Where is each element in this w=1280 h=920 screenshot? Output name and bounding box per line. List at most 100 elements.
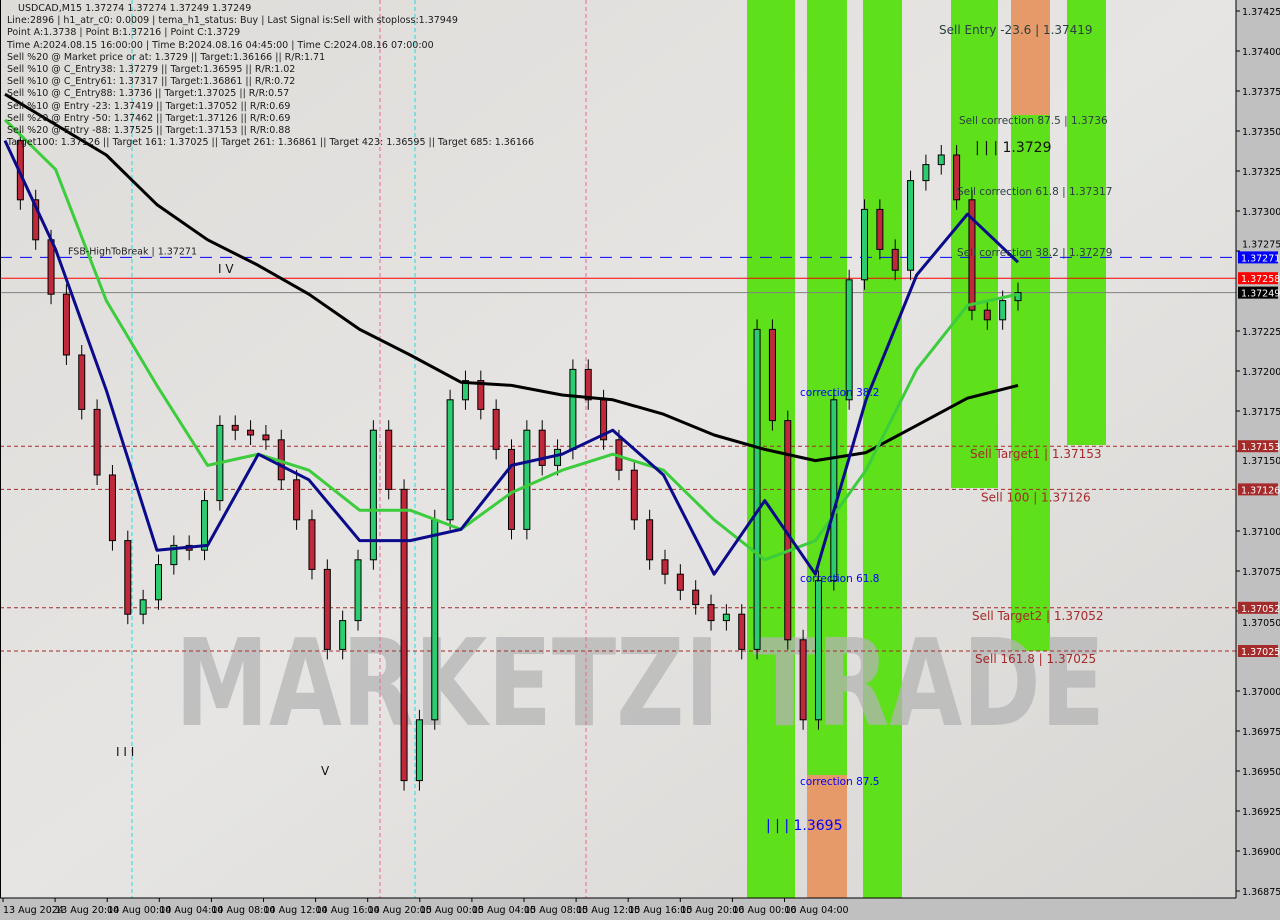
candle-body <box>400 488 408 782</box>
price-badge-label: 1.37052 <box>1241 604 1280 615</box>
y-tick-label: 1.37375 <box>1242 87 1280 98</box>
y-tick-label: 1.36875 <box>1242 887 1280 898</box>
candle-body <box>461 380 469 401</box>
y-tick-label: 1.37100 <box>1242 527 1280 538</box>
info-line: Time A:2024.08.15 16:00:00 | Time B:2024… <box>7 39 434 51</box>
candle-body <box>62 293 70 356</box>
candle-body <box>492 408 500 450</box>
correction-382-label: correction 38.2 <box>800 387 879 399</box>
candle-body <box>738 613 746 650</box>
candle-body <box>139 599 147 615</box>
y-tick-label: 1.37225 <box>1242 327 1280 338</box>
x-tick-label: 15 Aug 00:00 <box>420 905 484 916</box>
y-ticks: 1.37425 1.37400 1.37375 1.37350 1.37325 1.373… <box>1236 7 1280 898</box>
candle-body <box>201 500 209 551</box>
correction-618-label: correction 61.8 <box>800 573 879 585</box>
level-label: Sell 100 | 1.37126 <box>981 490 1091 504</box>
buy-zone <box>807 0 847 775</box>
sell-correction-382-label: Sell correction 38.2 | 1.37279 <box>957 247 1112 259</box>
candle-body <box>446 399 454 521</box>
zones <box>747 0 1106 898</box>
y-tick-label: 1.36950 <box>1242 767 1280 778</box>
price-badge <box>1238 286 1278 299</box>
candle-body <box>676 573 684 591</box>
x-tick-label: 15 Aug 12:00 <box>576 905 640 916</box>
candle-body <box>523 429 531 530</box>
session-separators <box>131 0 587 898</box>
info-line: Sell %10 @ C_Entry88: 1.3736 || Target:1… <box>7 88 290 100</box>
y-tick-label: 1.37300 <box>1242 207 1280 218</box>
price-levels <box>0 256 1236 652</box>
candle-body <box>354 559 362 622</box>
watermark-logo: MARKETZI TRADE <box>175 615 1105 754</box>
candle-body <box>661 559 669 575</box>
info-line: Sell %20 @ Entry -88: 1.37525 || Target:… <box>7 125 291 137</box>
y-tick-label: 1.37200 <box>1242 367 1280 378</box>
candle-body <box>293 479 301 521</box>
info-line: Sell %10 @ Entry -23: 1.37419 || Target:… <box>7 100 291 112</box>
candle-body <box>431 519 439 721</box>
info-line: Line:2896 | h1_atr_c0: 0.0009 | tema_h1_… <box>7 15 458 27</box>
price-axis[interactable] <box>1236 0 1280 920</box>
candle-body <box>308 519 316 570</box>
candle-body <box>554 448 562 466</box>
y-tick-label: 1.36975 <box>1242 727 1280 738</box>
candle-body <box>692 589 700 606</box>
candle-body <box>385 429 393 490</box>
wave-v-label: V <box>321 764 330 778</box>
y-tick-label: 1.37050 <box>1242 618 1280 629</box>
point-b-label: | | | 1.3695 <box>766 818 843 834</box>
candle-body <box>799 639 807 721</box>
level-label: Sell Target2 | 1.37052 <box>972 609 1104 623</box>
candle-body <box>569 368 577 450</box>
y-tick-label: 1.36900 <box>1242 847 1280 858</box>
info-panel: USDCAD,M15 1.37274 1.37274 1.37249 1.372… <box>7 3 534 149</box>
point-c-label: | | | 1.3729 <box>975 140 1052 156</box>
candle-body <box>584 368 592 401</box>
price-badge <box>1238 440 1278 453</box>
candle-body <box>124 540 132 615</box>
candle-body <box>415 719 423 782</box>
x-tick-label: 13 Aug 20:00 <box>55 905 119 916</box>
sell-entry-label: Sell Entry -23.6 | 1.37419 <box>939 23 1093 37</box>
price-badge-label: 1.37126 <box>1241 485 1280 496</box>
candle-body <box>93 408 101 476</box>
candle-body <box>845 279 853 401</box>
x-tick-label: 13 Aug 2024 <box>3 905 64 916</box>
info-line: Point A:1.3738 | Point B:1.37216 | Point… <box>7 27 241 39</box>
price-badge-label: 1.37153 <box>1241 442 1280 453</box>
time-axis[interactable] <box>0 898 1280 920</box>
candle-body <box>953 154 961 201</box>
level-label: Sell 161.8 | 1.37025 <box>975 652 1096 666</box>
candle-body <box>339 620 347 650</box>
candle-body <box>922 164 930 182</box>
candle-body <box>78 354 86 410</box>
info-line: Sell %10 @ C_Entry61: 1.37317 || Target:… <box>7 76 296 88</box>
x-tick-label: 16 Aug 00:00 <box>732 905 796 916</box>
level-label: Sell Target1 | 1.37153 <box>970 447 1102 461</box>
moving-averages <box>3 92 1020 576</box>
wave-iv-label: I V <box>218 262 234 276</box>
candle-body <box>707 604 715 622</box>
y-tick-label: 1.37275 <box>1242 239 1280 250</box>
candle-body <box>830 399 838 582</box>
info-line: Sell %20 @ Market price or at: 1.3729 ||… <box>7 51 326 63</box>
candle-body <box>999 300 1007 321</box>
y-tick-label: 1.37150 <box>1242 456 1280 467</box>
moving-average-line <box>3 139 1020 576</box>
candle-body <box>1014 292 1022 302</box>
candle-body <box>891 248 899 271</box>
price-badge <box>1238 251 1278 264</box>
candle-body <box>768 328 776 422</box>
price-badge <box>1238 272 1278 285</box>
x-tick-label: 15 Aug 20:00 <box>680 905 744 916</box>
sell-zone <box>1067 0 1106 445</box>
moving-average-line <box>3 118 1019 562</box>
sell-correction-618-label: Sell correction 61.8 | 1.37317 <box>957 186 1112 198</box>
level-label: FSB-HighToBreak | 1.37271 <box>68 246 197 257</box>
sell-zone <box>1011 115 1050 651</box>
wave-iii-label: I I I <box>116 745 134 759</box>
x-tick-label: 14 Aug 20:00 <box>368 905 432 916</box>
